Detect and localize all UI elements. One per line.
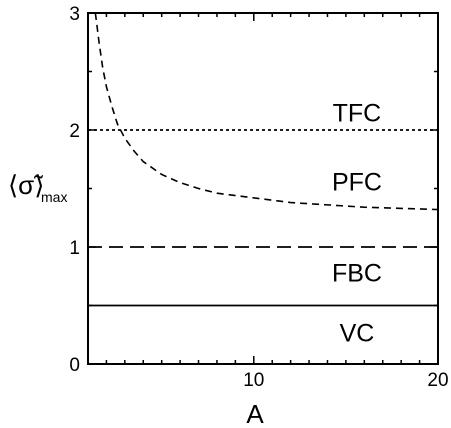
y-tick-label: 1 [69,238,80,259]
y-axis-label-subscript: max [41,189,67,205]
region-label-tfc: TFC [333,99,382,127]
region-label-fbc: FBC [332,260,382,288]
data-layer [88,12,439,307]
y-tick-label: 0 [69,355,80,376]
y-tick-label: 3 [69,4,80,25]
y-tick-label: 2 [69,121,80,142]
plot-frame [87,12,439,365]
y-axis-label-main: ⟨σ̃⟩ [8,170,44,200]
region-label-pfc: PFC [332,168,382,196]
pfc-boundary-curve [94,12,439,211]
region-label-vc: VC [340,319,375,347]
ticks-layer: 10 20 0 1 2 3 [69,4,448,391]
x-tick-label: 10 [243,370,264,391]
x-axis-label: A [246,399,264,428]
y-axis-label: ⟨σ̃⟩ max [8,170,67,205]
labels-layer: TFC PFC FBC VC [332,99,382,347]
x-tick-label: 20 [427,370,448,391]
